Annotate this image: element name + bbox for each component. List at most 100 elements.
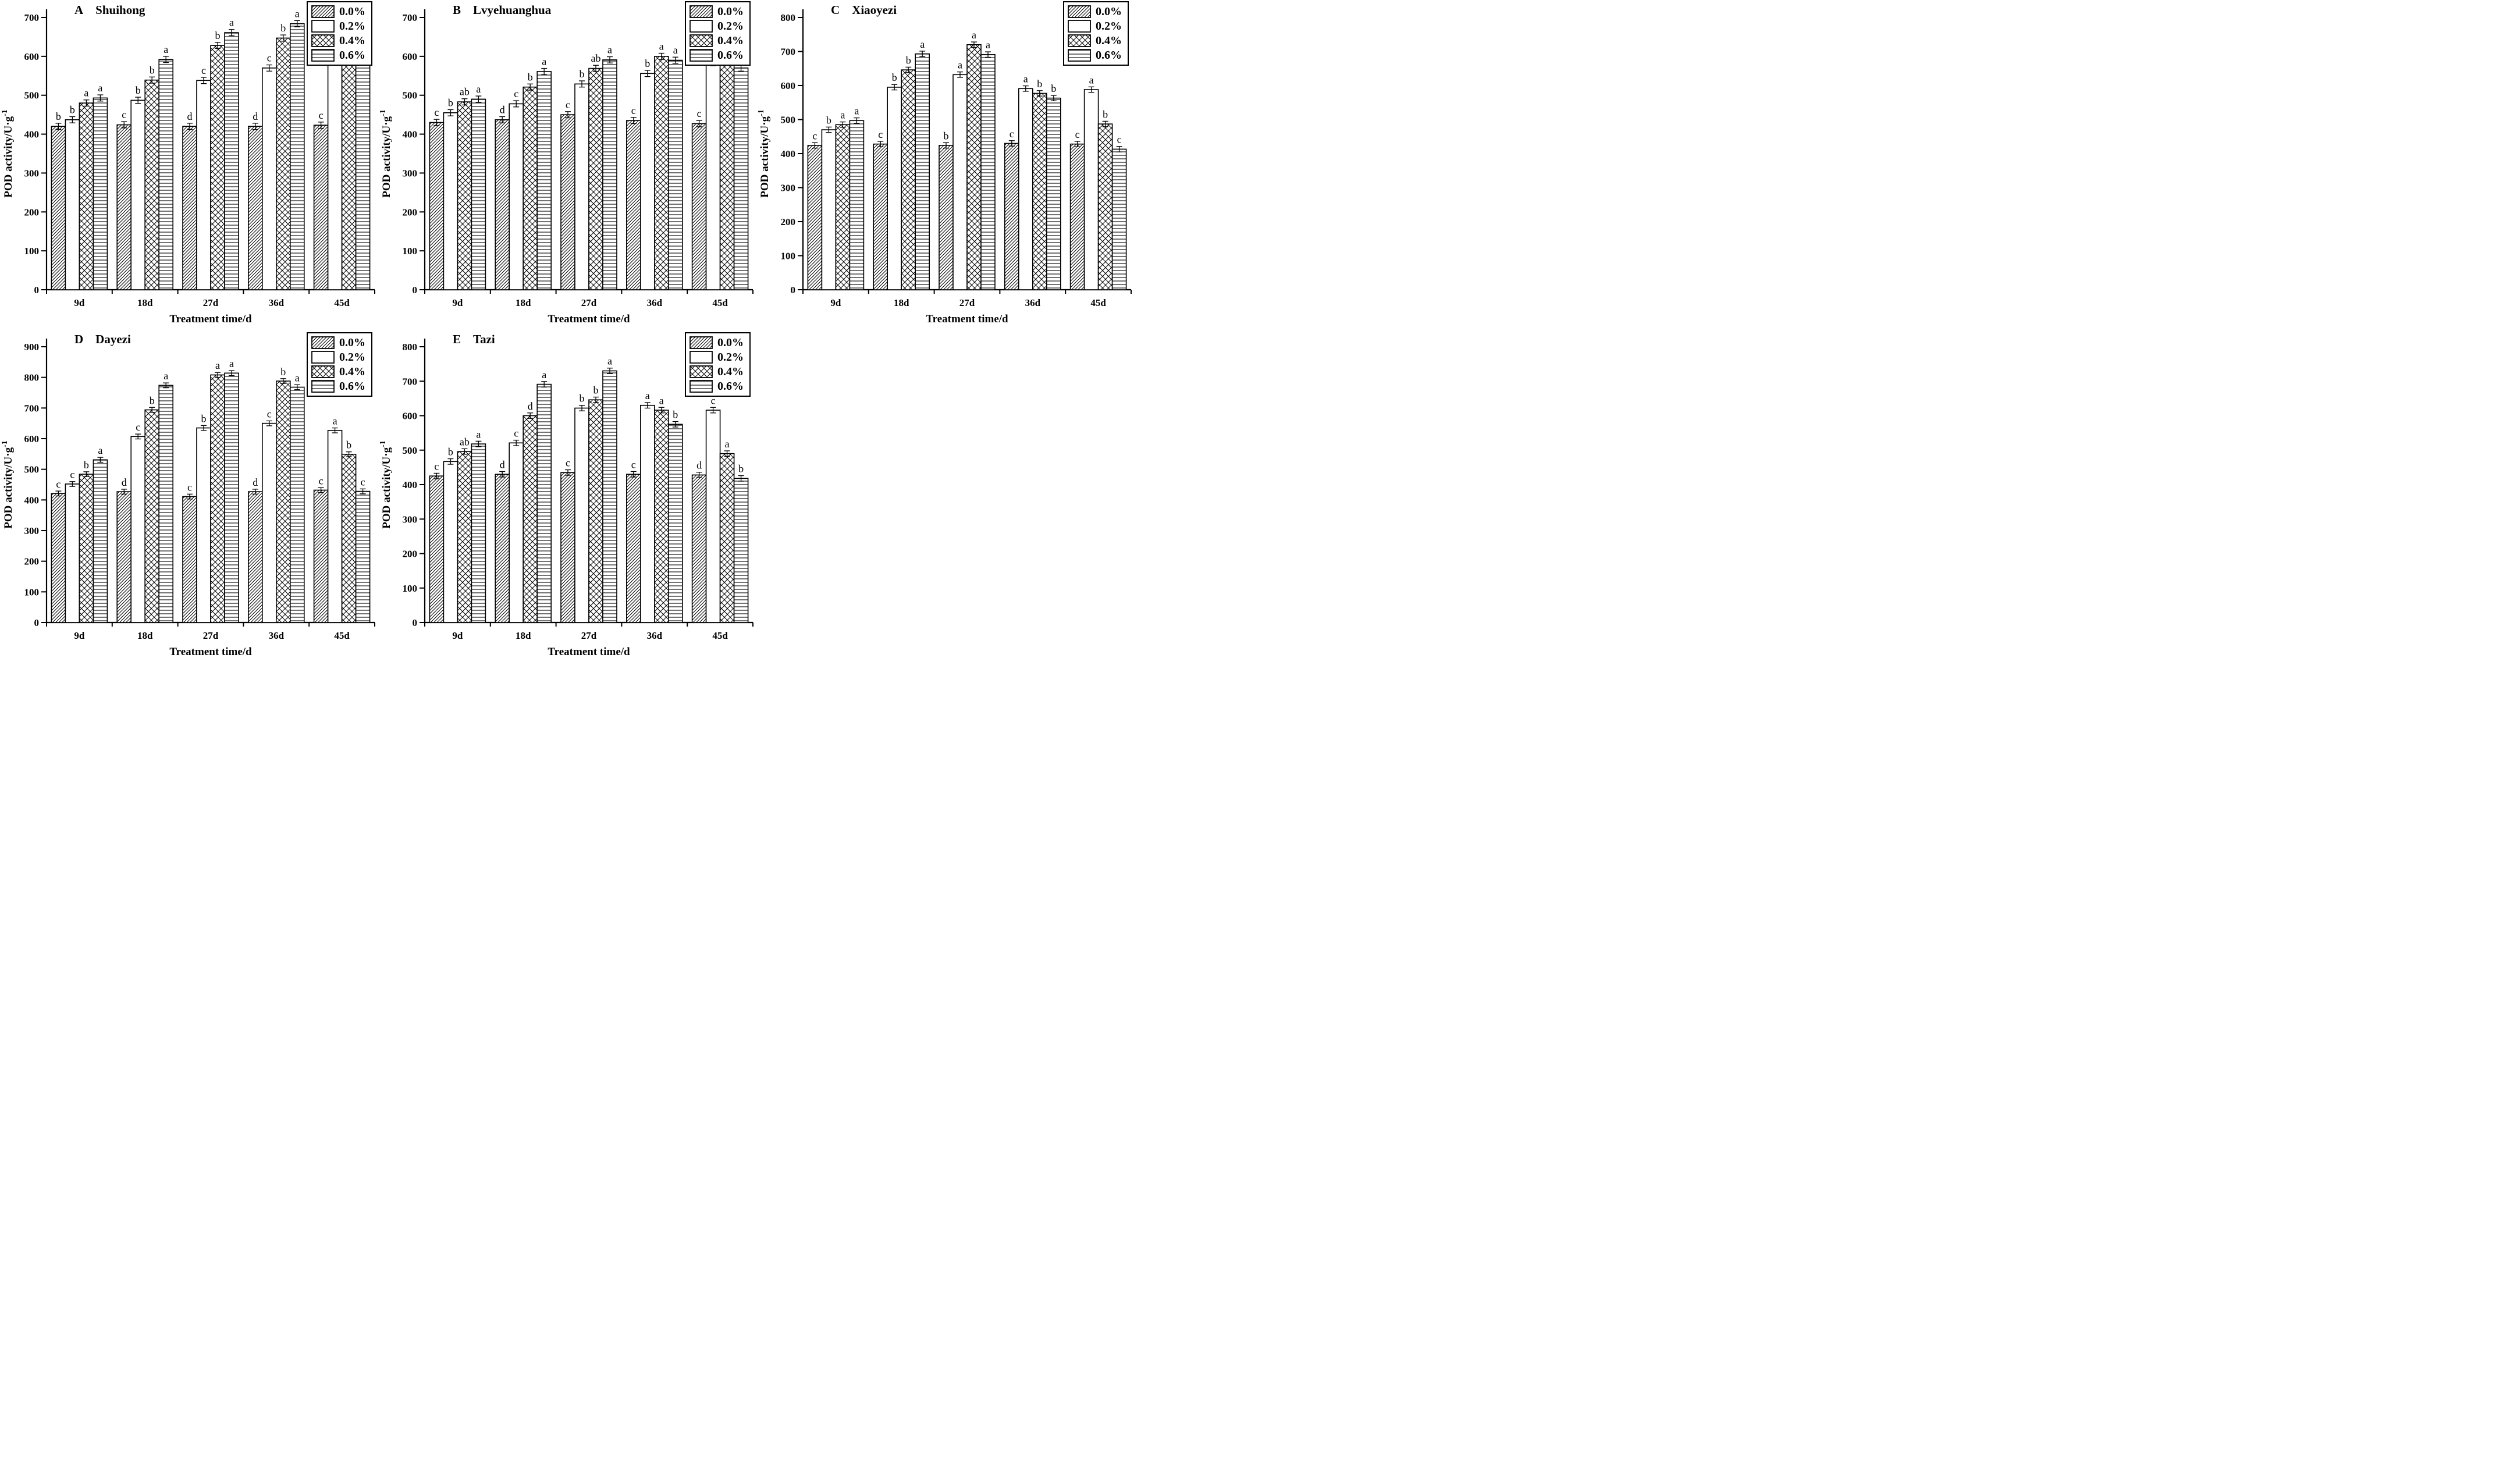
bar-A-18d-0.0%: [116, 124, 131, 290]
bar-A-45d-0.2%: [327, 59, 343, 290]
y-tick-label: 300: [403, 168, 418, 179]
bar-A-18d-0.4%: [144, 79, 159, 290]
bar-C-36d-0.6%: [1046, 97, 1061, 290]
y-tick-label: 500: [403, 90, 418, 101]
y-tick-label: 700: [781, 47, 796, 58]
panel-title-A: A Shuihong: [74, 3, 145, 17]
bar-C-9d-0.0%: [807, 145, 823, 290]
sig-letter: b: [150, 64, 155, 76]
x-tick-label: 45d: [712, 630, 728, 641]
legend-item-0.6%: 0.6%: [311, 380, 365, 393]
panel-title-E: E Tazi: [453, 332, 495, 346]
y-tick-label: 600: [24, 433, 40, 444]
bar-D-18d-0.6%: [158, 385, 174, 623]
sig-letter: b: [673, 409, 678, 421]
sig-letter: a: [542, 56, 546, 67]
sig-letter: a: [229, 358, 234, 369]
sig-letter: c: [319, 109, 324, 121]
sig-letter: d: [528, 400, 533, 412]
y-tick-label: 700: [403, 12, 418, 23]
bar-D-27d-0.4%: [210, 374, 225, 623]
y-tick-label: 900: [24, 342, 40, 353]
x-tick-label: 27d: [581, 630, 597, 641]
y-tick-label: 400: [403, 129, 418, 140]
diamond-crosshatch-swatch-icon: [689, 365, 713, 378]
bar-D-45d-0.2%: [327, 429, 343, 623]
x-tick-label: 9d: [452, 297, 463, 308]
sig-letter: c: [566, 99, 570, 111]
bar-E-36d-0.0%: [625, 474, 641, 623]
sig-letter: a: [607, 44, 612, 56]
bar-E-45d-0.4%: [719, 453, 735, 623]
y-axis-label: POD activity/U·g-1: [1, 440, 15, 529]
legend-label: 0.0%: [717, 336, 744, 349]
bar-D-36d-0.6%: [289, 386, 305, 623]
y-tick-label: 500: [24, 464, 40, 475]
bar-E-27d-0.6%: [602, 370, 617, 623]
bar-B-45d-0.2%: [705, 62, 721, 290]
legend-D: 0.0% 0.2% 0.4% 0.6%: [307, 332, 372, 397]
sig-letter: b: [201, 412, 207, 424]
bar-B-18d-0.6%: [536, 71, 552, 290]
sig-letter: c: [361, 476, 365, 488]
plain-swatch-icon: [689, 351, 713, 364]
legend-item-0.4%: 0.4%: [311, 34, 365, 47]
bar-A-9d-0.2%: [65, 119, 80, 290]
legend-label: 0.4%: [1096, 34, 1122, 47]
bar-C-9d-0.6%: [849, 120, 865, 290]
bar-B-45d-0.4%: [719, 50, 735, 290]
bar-E-36d-0.2%: [639, 404, 655, 623]
sig-letter: b: [448, 97, 453, 108]
legend-label: 0.0%: [1096, 5, 1122, 18]
x-axis-label: Treatment time/d: [548, 646, 630, 658]
horizontal-lines-swatch-icon: [689, 49, 713, 62]
bar-E-9d-0.0%: [429, 475, 445, 623]
bar-B-27d-0.4%: [588, 67, 603, 290]
x-axis-label: Treatment time/d: [548, 313, 630, 325]
x-tick-label: 36d: [269, 297, 285, 308]
legend-item-0.6%: 0.6%: [689, 380, 744, 393]
bar-E-18d-0.0%: [495, 474, 510, 623]
plain-swatch-icon: [689, 20, 713, 33]
sig-letter: a: [476, 428, 481, 440]
bar-A-36d-0.4%: [275, 37, 291, 290]
sig-letter: c: [56, 478, 61, 490]
y-tick-label: 500: [781, 115, 796, 126]
bar-A-45d-0.6%: [355, 38, 371, 290]
sig-letter: a: [972, 29, 976, 41]
sig-letter: a: [659, 394, 664, 406]
sig-letter: c: [70, 469, 74, 481]
sig-letter: b: [150, 394, 155, 406]
bar-E-9d-0.4%: [457, 451, 472, 623]
sig-letter: c: [711, 394, 716, 406]
sig-letter: a: [958, 59, 962, 71]
legend-A: 0.0% 0.2% 0.4% 0.6%: [307, 1, 372, 66]
legend-label: 0.6%: [339, 49, 365, 62]
bar-D-9d-0.2%: [65, 483, 80, 623]
diamond-crosshatch-swatch-icon: [689, 34, 713, 47]
bar-B-9d-0.4%: [457, 101, 472, 290]
bar-A-9d-0.6%: [93, 97, 108, 290]
sig-letter: b: [56, 111, 61, 122]
sig-letter: c: [631, 458, 636, 470]
bar-E-45d-0.6%: [733, 478, 749, 623]
legend-item-0.6%: 0.6%: [689, 49, 744, 62]
y-tick-label: 300: [781, 183, 796, 194]
panel-title-B: B Lvyehuanghua: [453, 3, 552, 17]
bar-C-18d-0.6%: [915, 53, 930, 290]
bar-E-45d-0.0%: [691, 474, 707, 623]
legend-item-0.2%: 0.2%: [689, 20, 744, 33]
y-tick-label: 800: [403, 342, 418, 353]
x-tick-label: 36d: [1025, 297, 1041, 308]
bar-B-36d-0.4%: [653, 56, 669, 290]
x-tick-label: 45d: [1090, 297, 1106, 308]
bar-A-9d-0.0%: [51, 126, 66, 290]
sig-letter: c: [187, 481, 192, 493]
diagonal-hatch-swatch-icon: [689, 336, 713, 349]
x-tick-label: 45d: [712, 297, 728, 308]
bar-D-27d-0.0%: [182, 496, 197, 623]
bar-B-45d-0.6%: [733, 67, 749, 290]
bar-D-9d-0.0%: [51, 493, 66, 623]
legend-label: 0.4%: [717, 34, 744, 47]
